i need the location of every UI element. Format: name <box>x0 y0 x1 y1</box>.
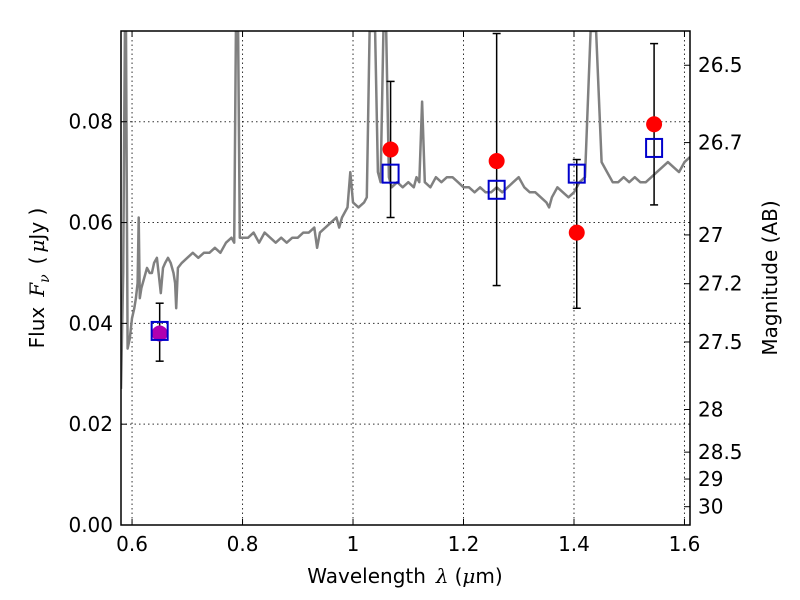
y-tick-label: 0.08 <box>68 110 113 134</box>
model-spectrum-line <box>121 31 690 389</box>
synthetic-flux-square <box>645 137 664 158</box>
y2-tick-label: 26.5 <box>698 53 743 77</box>
x-tick-label: 0.6 <box>116 532 148 556</box>
errorbars-series <box>155 32 659 362</box>
x-tick-label: 1 <box>347 532 360 556</box>
y2-tick-label: 26.7 <box>698 131 743 155</box>
y2-tick-label: 27 <box>698 223 723 247</box>
plot-frame <box>120 30 691 526</box>
observed-flux-point <box>646 116 663 133</box>
y-tick-label: 0.04 <box>68 311 113 335</box>
points-circle-series <box>151 116 663 342</box>
y-tick-label: 0.02 <box>68 412 113 436</box>
observed-flux-point <box>151 325 168 342</box>
observed-flux-point <box>568 224 585 241</box>
observed-flux-point <box>382 141 399 158</box>
tick-layer: 0.6 0.8 1 1.2 1.4 1.6 0.00 0.02 0.04 0.06 0.08 26.5… <box>68 31 743 556</box>
y2-tick-label: 27.2 <box>698 272 743 296</box>
synthetic-flux-square <box>150 320 169 341</box>
x-tick-label: 1.2 <box>448 532 480 556</box>
y2-tick-label: 28.5 <box>698 440 743 464</box>
x-tick-label: 1.6 <box>669 532 701 556</box>
synthetic-flux-square <box>567 163 586 184</box>
x-axis-label: Wavelength λ (μm) <box>307 564 502 588</box>
y2-tick-label: 30 <box>698 495 723 519</box>
line-series <box>121 31 690 389</box>
y2-tick-label: 27.5 <box>698 330 743 354</box>
y2-axis-label: Magnitude (AB) <box>758 200 782 355</box>
synthetic-flux-square <box>487 179 506 200</box>
points-square-series <box>150 137 664 341</box>
y-tick-label: 0.00 <box>68 513 113 537</box>
data-layer <box>121 31 690 389</box>
x-tick-label: 1.4 <box>558 532 590 556</box>
y2-tick-label: 28 <box>698 398 723 422</box>
y2-tick-label: 29 <box>698 467 723 491</box>
y-axis-label: FluxFν(μJy ) <box>25 208 53 349</box>
grid-layer <box>121 31 690 526</box>
synthetic-flux-square <box>381 163 400 184</box>
observed-flux-point <box>488 153 505 170</box>
y-tick-label: 0.06 <box>68 211 113 235</box>
x-tick-label: 0.8 <box>227 532 259 556</box>
